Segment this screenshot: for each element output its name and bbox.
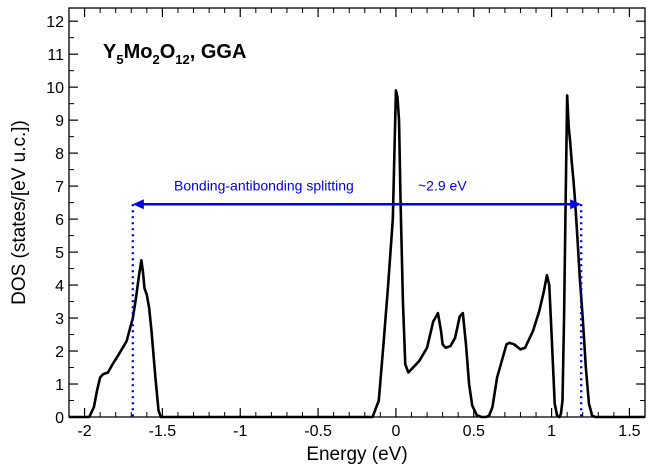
y-tick-label: 10 (46, 80, 64, 97)
y-tick-label: 12 (46, 14, 64, 31)
curves-layer (69, 89, 645, 419)
plot-frame (68, 7, 646, 418)
dos-curve (69, 89, 645, 419)
title-subscript: 12 (175, 52, 189, 67)
title-subscript: 5 (116, 52, 123, 67)
annotations-layer: Bonding-antibonding splitting ~2.9 eV (131, 177, 583, 417)
title-text: , GGA (190, 41, 247, 63)
y-tick-label: 6 (55, 212, 64, 229)
y-tick-label: 11 (47, 47, 64, 64)
x-tick-label: -1.5 (149, 423, 177, 440)
x-axis-label: Energy (eV) (306, 444, 407, 465)
title-subscript: 2 (152, 52, 159, 67)
y-tick-label: 1 (55, 377, 64, 394)
y-tick-label: 5 (55, 245, 64, 262)
y-axis-label: DOS (states/[eV u.c.]) (9, 120, 30, 305)
y-tick-label: 9 (55, 113, 64, 130)
title-text: Mo (124, 41, 153, 63)
plot-area (68, 7, 646, 418)
title-text: Y (103, 41, 117, 63)
x-tick-label: 1 (547, 423, 556, 440)
y-tick-label: 4 (55, 278, 64, 295)
y-tick-label: 8 (55, 146, 64, 163)
x-tick-label: -0.5 (304, 423, 332, 440)
x-tick-label: -1 (233, 423, 247, 440)
x-tick-label: 1.5 (618, 423, 640, 440)
y-tick-label: 7 (55, 179, 64, 196)
splitting-value-label: ~2.9 eV (418, 177, 467, 193)
y-tick-label: 0 (55, 410, 64, 427)
y-tick-label: 3 (55, 311, 64, 328)
chart-title: Y5Mo2O12, GGA (103, 41, 246, 67)
splitting-arrow-head-right (570, 199, 582, 210)
title-text: O (160, 41, 176, 63)
x-tick-label: -2 (77, 423, 91, 440)
x-tick-label: 0.5 (463, 423, 485, 440)
x-tick-label: 0 (391, 423, 400, 440)
splitting-arrow-head-left (132, 199, 144, 210)
y-tick-label: 2 (55, 344, 64, 361)
splitting-label: Bonding-antibonding splitting (174, 177, 354, 193)
